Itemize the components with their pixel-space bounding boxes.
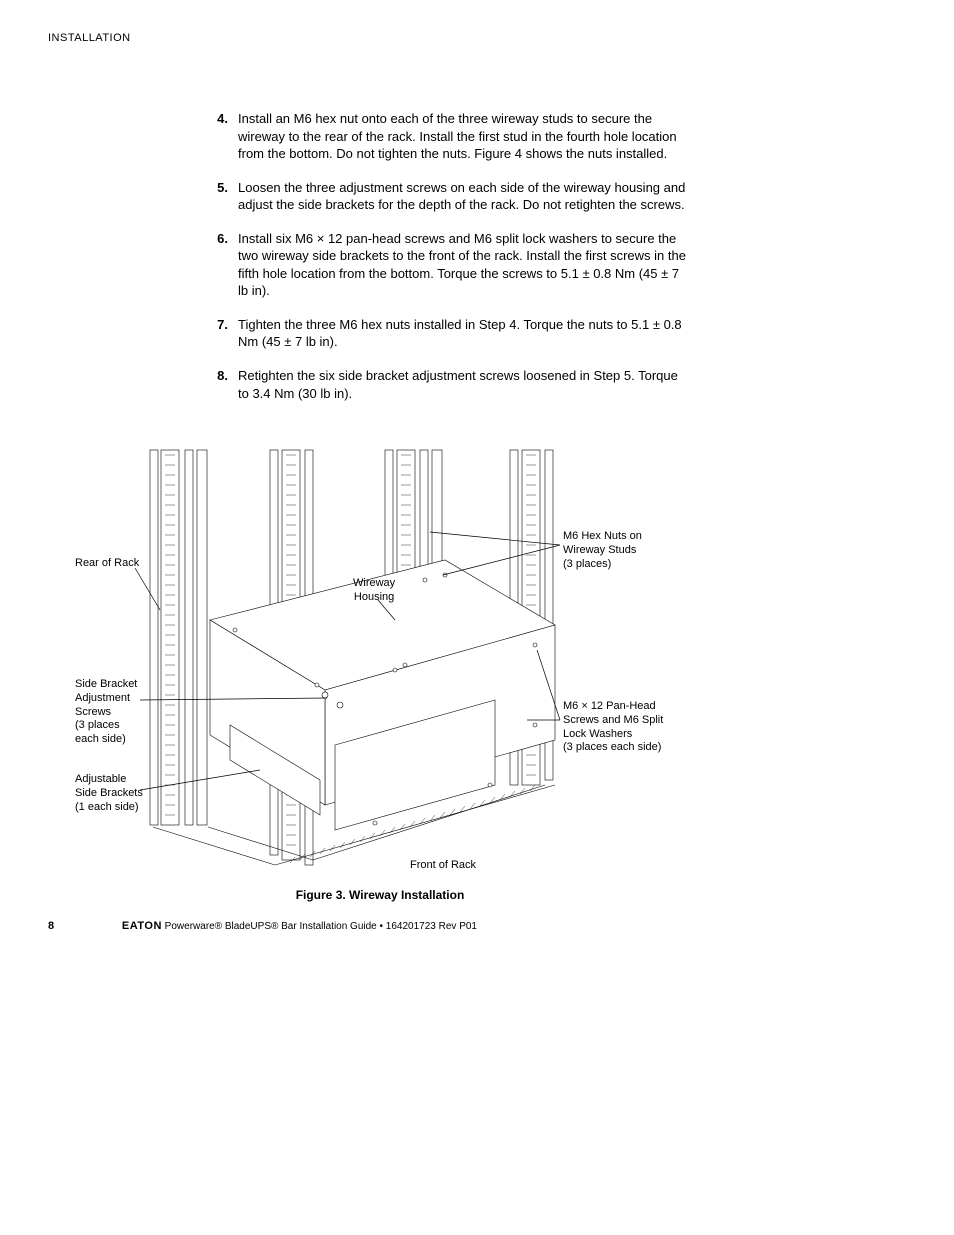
rack-diagram bbox=[75, 445, 685, 875]
step-number: 4. bbox=[210, 110, 238, 163]
footer-title: Powerware® BladeUPS® Bar Installation Gu… bbox=[162, 921, 477, 932]
label-adjustable-brackets: Adjustable Side Brackets (1 each side) bbox=[75, 773, 143, 814]
label-side-bracket-screws: Side Bracket Adjustment Screws (3 places… bbox=[75, 678, 137, 747]
figure-caption: Figure 3. Wireway Installation bbox=[0, 888, 760, 902]
section-title: INSTALLATION bbox=[48, 32, 131, 44]
page-header: INSTALLATION bbox=[48, 32, 131, 44]
label-rear-of-rack: Rear of Rack bbox=[75, 557, 139, 571]
label-front-of-rack: Front of Rack bbox=[410, 859, 476, 873]
page-number: 8 bbox=[48, 920, 54, 932]
step-number: 7. bbox=[210, 316, 238, 351]
step-number: 6. bbox=[210, 230, 238, 300]
step-text: Loosen the three adjustment screws on ea… bbox=[238, 179, 690, 214]
instruction-steps: 4. Install an M6 hex nut onto each of th… bbox=[210, 110, 690, 418]
page-footer: 8 EATON Powerware® BladeUPS® Bar Install… bbox=[48, 920, 477, 932]
footer-brand: EATON bbox=[122, 920, 162, 932]
label-wireway-housing: Wireway Housing bbox=[353, 577, 395, 605]
step-5: 5. Loosen the three adjustment screws on… bbox=[210, 179, 690, 214]
step-number: 5. bbox=[210, 179, 238, 214]
figure-3: Rear of Rack Wireway Housing Side Bracke… bbox=[75, 445, 685, 875]
step-7: 7. Tighten the three M6 hex nuts install… bbox=[210, 316, 690, 351]
step-text: Tighten the three M6 hex nuts installed … bbox=[238, 316, 690, 351]
step-6: 6. Install six M6 × 12 pan-head screws a… bbox=[210, 230, 690, 300]
label-hex-nuts: M6 Hex Nuts on Wireway Studs (3 places) bbox=[563, 530, 642, 571]
step-4: 4. Install an M6 hex nut onto each of th… bbox=[210, 110, 690, 163]
label-pan-head: M6 × 12 Pan-Head Screws and M6 Split Loc… bbox=[563, 700, 663, 755]
step-number: 8. bbox=[210, 367, 238, 402]
step-text: Retighten the six side bracket adjustmen… bbox=[238, 367, 690, 402]
step-8: 8. Retighten the six side bracket adjust… bbox=[210, 367, 690, 402]
step-text: Install six M6 × 12 pan-head screws and … bbox=[238, 230, 690, 300]
step-text: Install an M6 hex nut onto each of the t… bbox=[238, 110, 690, 163]
